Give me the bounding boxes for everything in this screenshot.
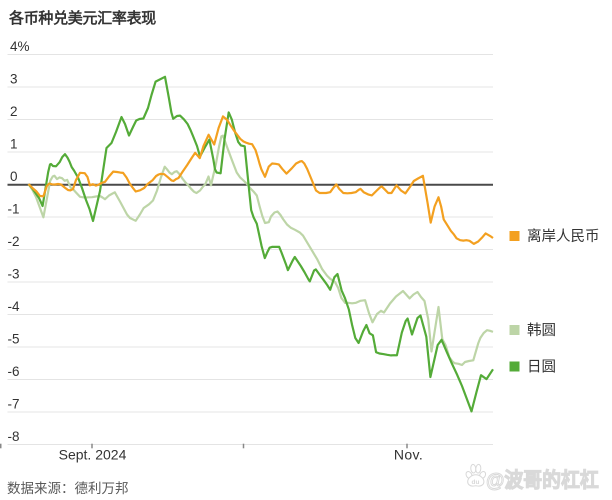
svg-text:韩圆: 韩圆: [527, 322, 556, 339]
svg-text:离岸人民币: 离岸人民币: [527, 228, 600, 245]
svg-text:-7: -7: [8, 397, 20, 412]
svg-text:2: 2: [10, 104, 18, 119]
svg-text:1: 1: [10, 137, 18, 152]
svg-text:日圆: 日圆: [527, 360, 556, 376]
svg-text:-5: -5: [8, 332, 20, 347]
svg-text:du: du: [472, 479, 480, 486]
svg-text:0: 0: [10, 169, 18, 184]
svg-text:4%: 4%: [10, 39, 30, 54]
svg-text:-6: -6: [8, 364, 20, 379]
svg-text:3: 3: [10, 72, 18, 87]
svg-text:-1: -1: [8, 202, 20, 217]
svg-text:-3: -3: [8, 267, 20, 282]
svg-text:Nov.: Nov.: [394, 447, 423, 463]
svg-text:-8: -8: [8, 429, 20, 444]
svg-text:-2: -2: [8, 234, 20, 249]
svg-text:Sept. 2024: Sept. 2024: [59, 447, 127, 463]
svg-text:-4: -4: [8, 299, 20, 314]
